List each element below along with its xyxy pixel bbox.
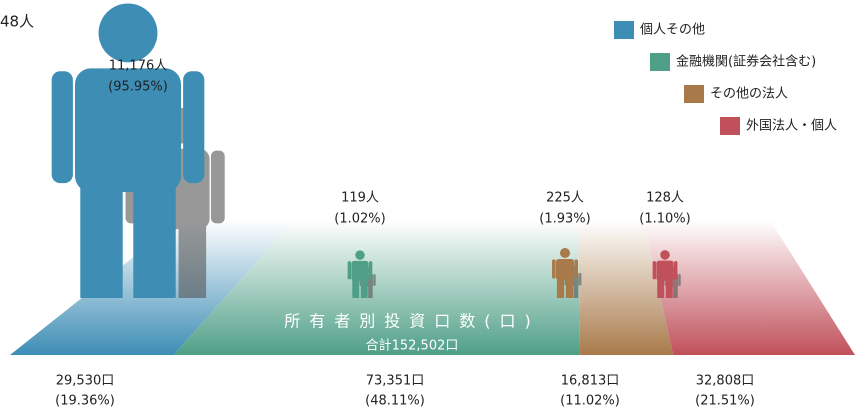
holder-value-label: 11,176人: [109, 59, 168, 74]
holder-value-label: 119人: [341, 191, 379, 206]
holder-percent-label: (95.95%): [108, 80, 168, 95]
person-figure: [652, 250, 678, 298]
legend-label: 外国法人・個人: [746, 119, 837, 134]
unit-percent-label: (21.51%): [695, 394, 755, 409]
floor-segment: [173, 220, 581, 355]
unit-value-label: 16,813口: [561, 374, 620, 389]
unit-percent-label: (48.11%): [365, 394, 425, 409]
legend-label: 個人その他: [640, 23, 705, 38]
unit-value-label: 29,530口: [56, 374, 115, 389]
person-figure: [347, 250, 373, 298]
holder-percent-label: (1.02%): [334, 212, 385, 227]
legend-label: 金融機関(証券会社含む): [676, 54, 816, 70]
holder-value-label: 128人: [646, 191, 684, 206]
legend-swatch: [614, 21, 634, 39]
floor-segment: [643, 220, 855, 355]
person-figure: [552, 247, 578, 298]
holder-value-label: 225人: [546, 191, 584, 206]
holder-percent-label: (1.10%): [639, 212, 690, 227]
holder-percent-label: (1.93%): [539, 212, 590, 227]
legend-label: その他の法人: [710, 87, 788, 102]
legend-swatch: [720, 117, 740, 135]
total-label: 48人: [0, 13, 34, 31]
legend-swatch: [684, 85, 704, 103]
unit-value-label: 73,351口: [366, 374, 425, 389]
floor-segment: [578, 220, 674, 355]
unit-percent-label: (19.36%): [55, 394, 115, 409]
floor-total: 合計152,502口: [366, 338, 459, 354]
legend-swatch: [650, 53, 670, 71]
unit-value-label: 32,808口: [696, 374, 755, 389]
floor-title: 所有者別投資口数(口): [284, 312, 540, 331]
person-figure: [51, 3, 205, 298]
unit-percent-label: (11.02%): [560, 394, 620, 409]
